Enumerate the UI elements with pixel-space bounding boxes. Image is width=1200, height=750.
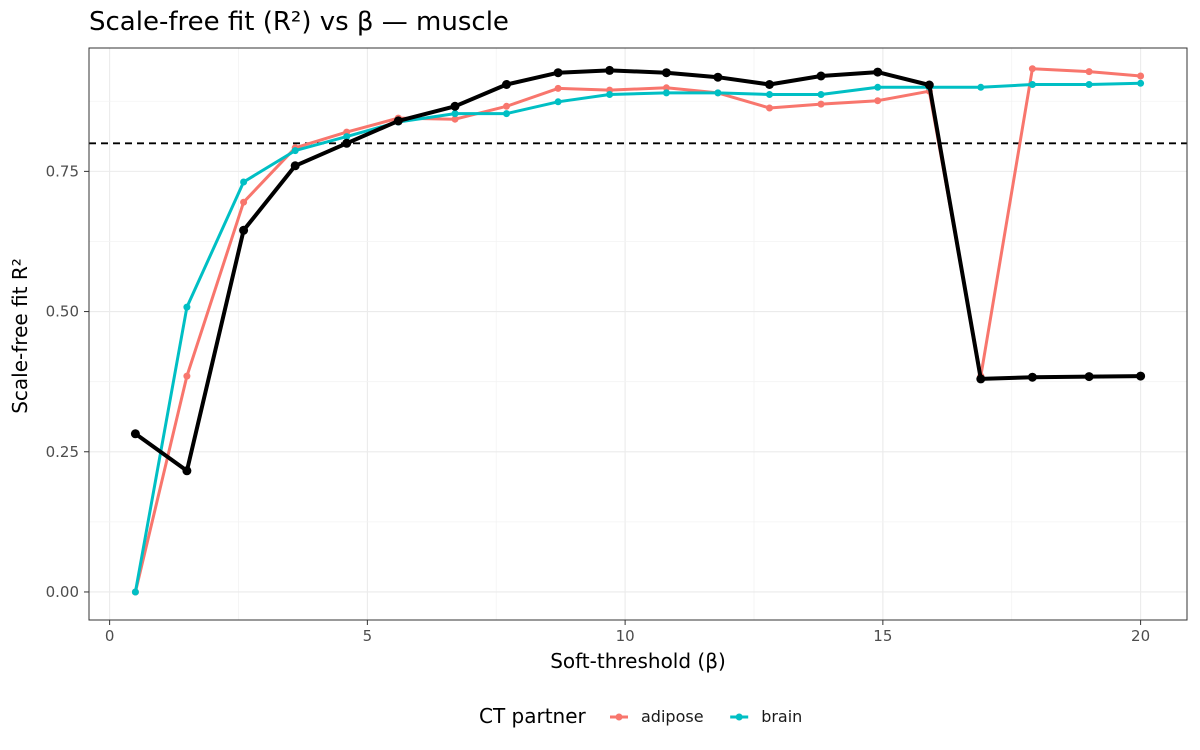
y-tick-label: 0.25 — [46, 443, 79, 461]
data-point — [662, 84, 670, 92]
series-group — [130, 65, 1146, 596]
y-axis: 0.00 0.25 0.50 0.75 — [46, 162, 89, 601]
data-point — [554, 84, 562, 92]
data-point — [554, 98, 562, 106]
data-point — [1137, 72, 1145, 80]
data-point — [502, 80, 511, 89]
x-axis-title: Soft-threshold (β) — [550, 649, 726, 673]
data-point — [240, 178, 248, 186]
panel-border — [88, 47, 1188, 621]
data-point — [239, 225, 249, 235]
legend-key-point — [735, 713, 743, 721]
data-point — [1028, 81, 1036, 88]
data-point — [1137, 79, 1145, 87]
data-point — [1085, 81, 1093, 88]
y-tick-label: 0.50 — [46, 303, 79, 321]
legend-label: adipose — [641, 707, 704, 726]
data-point — [606, 91, 614, 98]
series-line — [133, 67, 1141, 593]
series-adipose — [131, 65, 1145, 596]
data-point — [290, 161, 300, 171]
data-point — [553, 68, 563, 78]
series-series-2 — [130, 65, 1146, 476]
x-tick-label: 0 — [105, 627, 115, 645]
data-point — [1028, 65, 1036, 73]
data-point — [977, 83, 985, 91]
data-point — [503, 110, 510, 118]
series-brain — [131, 79, 1145, 596]
data-point — [714, 89, 722, 97]
data-point — [183, 372, 191, 380]
y-tick-label: 0.75 — [46, 162, 79, 180]
data-point — [976, 374, 986, 384]
legend-item-adipose: adipose — [610, 707, 704, 726]
data-point — [661, 68, 671, 78]
data-point — [130, 429, 140, 439]
x-tick-label: 15 — [873, 627, 892, 645]
data-point — [874, 97, 882, 105]
data-point — [182, 466, 192, 476]
legend-item-brain: brain — [730, 707, 802, 726]
data-point — [291, 147, 299, 155]
data-point — [924, 80, 934, 90]
data-point — [342, 138, 352, 148]
y-tick-label: 0.00 — [46, 583, 79, 601]
data-point — [662, 89, 670, 97]
data-point — [1084, 372, 1094, 382]
data-point — [766, 91, 773, 98]
data-point — [817, 91, 825, 98]
data-point — [343, 133, 351, 141]
legend: CT partner adipose brain — [479, 704, 802, 728]
data-point — [816, 71, 826, 81]
data-point — [605, 65, 615, 75]
data-point — [817, 100, 825, 108]
data-point — [450, 101, 460, 111]
data-point — [1027, 372, 1037, 382]
data-point — [503, 102, 510, 110]
series-line — [133, 81, 1141, 593]
data-point — [451, 115, 459, 123]
data-point — [183, 303, 191, 311]
x-tick-label: 5 — [363, 627, 373, 645]
legend-title: CT partner — [479, 704, 587, 728]
x-tick-label: 10 — [616, 627, 635, 645]
legend-key-point — [615, 713, 623, 721]
data-point — [765, 80, 774, 89]
data-point — [766, 104, 773, 112]
chart-title: Scale-free fit (R²) vs β — muscle — [89, 7, 509, 37]
data-point — [240, 198, 248, 206]
data-point — [873, 67, 883, 77]
data-point — [874, 83, 882, 91]
data-point — [713, 72, 723, 82]
x-axis: 0 5 10 15 20 — [105, 620, 1150, 645]
data-point — [451, 110, 459, 118]
y-axis-title: Scale-free fit R² — [8, 258, 32, 414]
data-point — [1136, 371, 1146, 381]
data-point — [131, 588, 139, 596]
series-line — [134, 68, 1141, 473]
x-tick-label: 20 — [1131, 627, 1150, 645]
data-point — [1085, 68, 1093, 76]
legend-label: brain — [761, 707, 802, 726]
data-point — [393, 116, 403, 126]
